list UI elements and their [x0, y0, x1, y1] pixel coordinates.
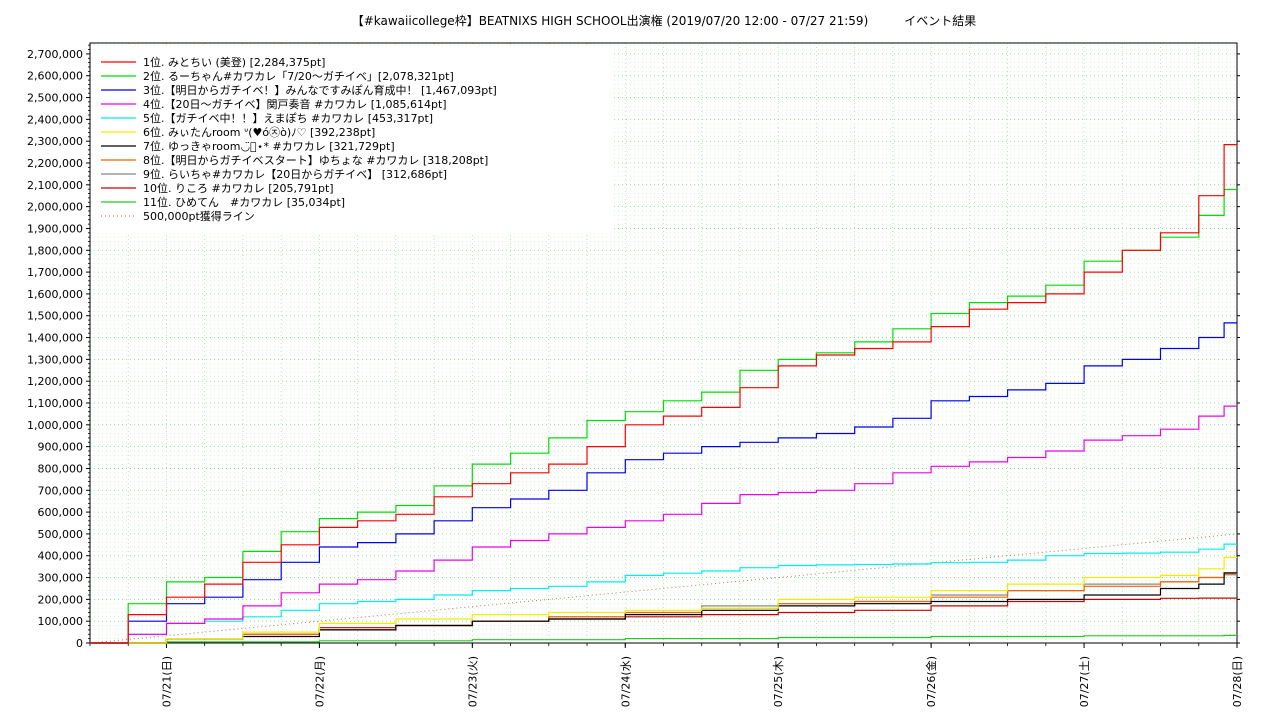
x-tick-label: 07/27(土): [1078, 656, 1091, 707]
legend-background: [93, 47, 611, 233]
series-line: [90, 144, 1237, 644]
legend-label: 4位.【20日〜ガチイベ】関戸奏音 #カワカレ [1,085,614pt]: [143, 97, 447, 111]
legend-label: 6位. みぃたんroom ᐡ(♥ó㉨ò)ﾉ♡ [392,238pt]: [143, 125, 375, 139]
x-tick-label: 07/25(木): [772, 656, 785, 707]
y-tick-label: 1,300,000: [27, 353, 83, 366]
y-tick-label: 900,000: [38, 441, 84, 454]
y-tick-label: 1,800,000: [27, 244, 83, 257]
series-line: [90, 574, 1237, 644]
y-tick-label: 2,700,000: [27, 48, 83, 61]
legend-label: 1位. みとちい (美登) [2,284,375pt]: [143, 55, 325, 69]
y-tick-label: 1,700,000: [27, 266, 83, 279]
series-line: [90, 543, 1237, 644]
series-line: [90, 556, 1237, 644]
y-tick-label: 400,000: [38, 550, 84, 563]
legend-label: 3位.【明日からガチイベ！】みんなですみぽん育成中！ [1,467,093pt]: [143, 83, 497, 97]
y-tick-label: 2,300,000: [27, 135, 83, 148]
y-tick-label: 1,000,000: [27, 419, 83, 432]
legend-label: 10位. りころ #カワカレ [205,791pt]: [143, 181, 334, 195]
legend-label: 8位.【明日からガチイベスタート】ゆちょな #カワカレ [318,208pt]: [143, 153, 488, 167]
legend-label: 9位. らいちゃ#カワカレ【20日からガチイベ】 [312,686pt]: [143, 167, 447, 181]
series-line: [90, 405, 1237, 644]
legend-label: 7位. ゆっきゃroom◡̈⃝⋆* #カワカレ [321,729pt]: [143, 139, 395, 153]
y-tick-label: 1,500,000: [27, 310, 83, 323]
x-tick-label: 07/21(日): [160, 656, 173, 707]
y-tick-label: 1,200,000: [27, 375, 83, 388]
y-tick-label: 1,600,000: [27, 288, 83, 301]
y-tick-label: 100,000: [38, 615, 84, 628]
y-tick-label: 300,000: [38, 572, 84, 585]
series-line-target: [89, 533, 1238, 644]
y-tick-label: 2,400,000: [27, 113, 83, 126]
legend-label: 11位. ひめてん #カワカレ [35,034pt]: [143, 195, 345, 209]
series-lines: [89, 144, 1238, 644]
y-tick-label: 2,600,000: [27, 70, 83, 83]
axes: 0 100,000 200,000 300,000 400,000 500,000 600,…: [27, 42, 1244, 707]
series-line: [90, 322, 1237, 644]
y-tick-label: 1,100,000: [27, 397, 83, 410]
x-tick-label: 07/24(水): [619, 656, 632, 707]
y-tick-label: 1,900,000: [27, 222, 83, 235]
series-line: [90, 188, 1237, 644]
x-tick-label: 07/26(金): [924, 656, 938, 707]
y-tick-label: 500,000: [38, 528, 84, 541]
chart-title: 【#kawaiicollege枠】BEATNIXS HIGH SCHOOL出演権…: [352, 13, 977, 28]
y-tick-label: 2,500,000: [27, 92, 83, 105]
y-tick-label: 1,400,000: [27, 332, 83, 345]
x-tick-label: 07/22(月): [313, 656, 326, 707]
y-tick-label: 200,000: [38, 593, 84, 606]
x-tick-label: 07/23(火): [466, 656, 479, 707]
series-line: [90, 572, 1237, 644]
x-tick-label: 07/28(日): [1231, 656, 1244, 707]
legend-label: 2位. るーちゃん#カワカレ「7/20〜ガチイベ」[2,078,321pt]: [143, 69, 454, 83]
y-tick-label: 2,000,000: [27, 201, 83, 214]
y-tick-label: 0: [76, 637, 83, 650]
y-tick-label: 700,000: [38, 484, 84, 497]
y-tick-label: 2,200,000: [27, 157, 83, 170]
series-line: [90, 634, 1237, 644]
y-tick-label: 800,000: [38, 462, 84, 475]
legend-label: 5位.【ガチイベ中！！】えまぽち #カワカレ [453,317pt]: [143, 111, 433, 125]
y-tick-label: 2,100,000: [27, 179, 83, 192]
legend: 1位. みとちい (美登) [2,284,375pt]2位. るーちゃん#カワカ…: [93, 47, 611, 233]
y-tick-label: 600,000: [38, 506, 84, 519]
legend-label: 500,000pt獲得ライン: [143, 210, 255, 223]
